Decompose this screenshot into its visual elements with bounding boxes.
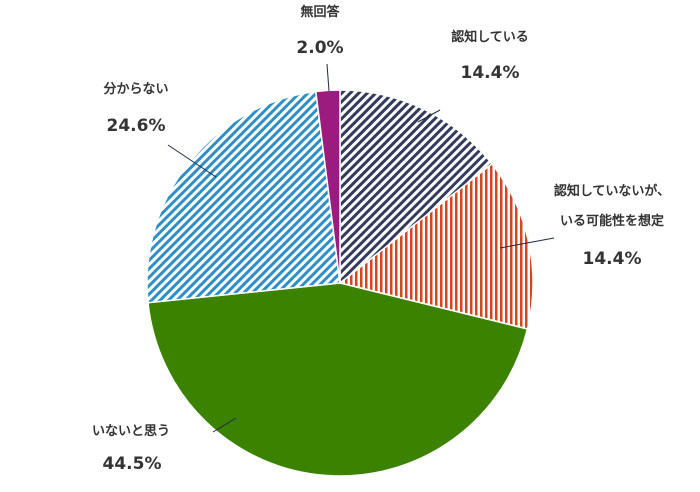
pie-slice — [314, 89, 341, 284]
slice-value-label: 24.6% — [107, 116, 166, 136]
leader-line — [326, 63, 330, 92]
slice-label: 認知していないが、 — [554, 183, 670, 199]
pie-slice — [146, 90, 341, 304]
leader-line — [417, 109, 441, 123]
pie-slice — [339, 89, 493, 285]
leader-line — [212, 417, 237, 433]
slice-value-label: 44.5% — [103, 454, 162, 474]
slice-value-label: 2.0% — [296, 38, 343, 58]
pie-slice — [147, 282, 529, 477]
slice-label: いる可能性を想定 — [560, 213, 664, 229]
leader-line — [167, 144, 217, 178]
slice-label: 無回答 — [300, 4, 340, 20]
slice-label: 認知している — [451, 29, 529, 45]
slice-value-label: 14.4% — [461, 63, 520, 83]
slice-label: いないと思う — [92, 424, 170, 439]
slice-label: 分からない — [103, 81, 168, 97]
slice-value-label: 14.4% — [583, 249, 642, 269]
leader-line — [499, 237, 555, 249]
